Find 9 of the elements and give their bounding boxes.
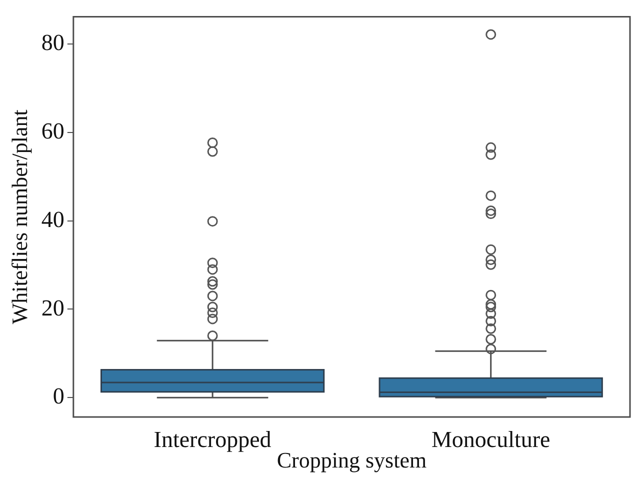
y-tick-label: 20 bbox=[41, 295, 64, 320]
x-axis-title: Cropping system bbox=[276, 448, 427, 473]
y-axis-title: Whiteflies number/plant bbox=[6, 110, 32, 324]
x-tick-label: Monoculture bbox=[431, 426, 550, 452]
y-tick-label: 60 bbox=[41, 118, 64, 144]
y-tick-label: 0 bbox=[52, 384, 64, 409]
y-tick-label: 40 bbox=[41, 206, 64, 232]
x-tick-label: Intercropped bbox=[154, 426, 272, 452]
y-tick-label: 80 bbox=[41, 30, 64, 56]
